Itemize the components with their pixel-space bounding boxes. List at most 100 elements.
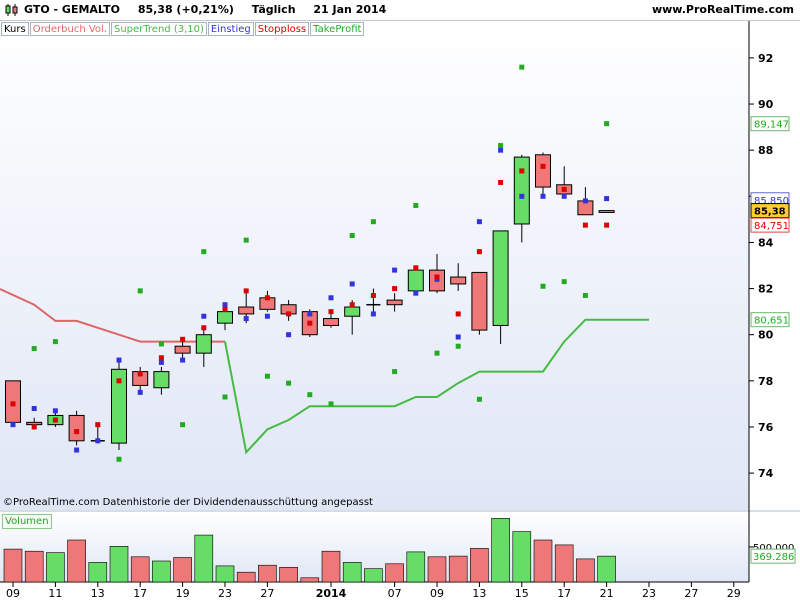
- stopploss-dot: [201, 325, 207, 331]
- signal-dots: [10, 64, 610, 462]
- takeprofit-dot: [434, 350, 440, 356]
- volume-bar: [554, 544, 574, 583]
- einstieg-dot: [540, 193, 546, 199]
- x-tick-label: 29: [727, 587, 741, 600]
- supertrend-tag: 80,651: [754, 316, 789, 327]
- legend-supertrend[interactable]: SuperTrend (3,10): [110, 22, 207, 36]
- volume-bar: [88, 562, 108, 583]
- legend-takeprofit[interactable]: TakeProfit: [310, 22, 365, 36]
- einstieg-dot: [158, 359, 164, 365]
- takeprofit-dot: [31, 346, 37, 352]
- stopploss-dot: [95, 422, 101, 428]
- title-bar: GTO - GEMALTO 85,38 (+0,21%) Täglich 21 …: [0, 0, 800, 21]
- einstieg-dot: [243, 316, 249, 322]
- einstieg-dot: [222, 302, 228, 308]
- takeprofit-dot: [349, 233, 355, 239]
- volume-value-tag: 369.286: [753, 552, 794, 563]
- supertrend-tag-box: [750, 312, 790, 328]
- takeprofit-dot: [243, 237, 249, 243]
- volume-bar: [67, 539, 86, 583]
- x-tick-label: 11: [48, 587, 62, 600]
- takeprofit-dot: [455, 343, 461, 349]
- y-tick-label: 90: [758, 98, 774, 111]
- einstieg-dot: [582, 198, 588, 204]
- current-price-tag-box: [750, 203, 790, 219]
- takeprofit-tag: 89,147: [754, 120, 789, 131]
- y-tick-label: 80: [758, 329, 774, 342]
- candlestick-icon: [5, 4, 18, 16]
- x-tick-label: 21: [600, 587, 614, 600]
- y-tick-label: 88: [758, 144, 773, 157]
- einstieg-dot: [413, 290, 419, 296]
- einstieg-dot: [31, 406, 37, 412]
- volume-label[interactable]: Volumen: [2, 514, 52, 529]
- candle: [535, 152, 551, 197]
- candle: [195, 325, 212, 367]
- legend-orderbuch[interactable]: Orderbuch Vol.: [29, 22, 110, 36]
- stopploss-dot: [349, 302, 355, 308]
- stopploss-dot: [264, 295, 270, 301]
- x-tick-label: 09: [430, 587, 444, 600]
- date: 21 Jan 2014: [313, 3, 387, 16]
- volume-bar: [24, 550, 44, 583]
- einstieg-dot: [180, 357, 186, 363]
- stopploss-dot: [328, 309, 334, 315]
- y-axis: 74767880828486889092500.000: [749, 52, 794, 554]
- candle: [68, 410, 85, 446]
- stopploss-dot: [392, 286, 398, 292]
- x-tick-label: 17: [557, 587, 571, 600]
- takeprofit-dot: [286, 380, 292, 386]
- stopploss-dot: [307, 320, 313, 326]
- supertrend-series: [0, 288, 649, 455]
- stopploss-dot: [52, 417, 58, 423]
- legend-einstieg[interactable]: Einstieg: [207, 22, 254, 36]
- stopploss-dot: [434, 274, 440, 280]
- einstieg-dot: [137, 389, 143, 395]
- stopploss-dot: [498, 179, 504, 185]
- takeprofit-dot: [328, 401, 334, 407]
- volume-bar: [448, 555, 468, 583]
- stopploss-dot: [286, 311, 292, 317]
- symbol-name: GTO - GEMALTO: [24, 3, 120, 16]
- takeprofit-dot: [561, 279, 567, 285]
- stopploss-dot: [137, 371, 143, 377]
- takeprofit-dot: [158, 341, 164, 347]
- legend-stopploss[interactable]: Stopploss: [254, 22, 310, 36]
- x-axis: 09 11 13 17 19 23 27 2014 07 09 13 15 17 21 23 27 29: [6, 582, 741, 600]
- volume-value-box: [750, 548, 796, 564]
- takeprofit-dot: [498, 143, 504, 149]
- volume-bar: [597, 555, 616, 583]
- einstieg-dot: [328, 295, 334, 301]
- stopploss-dot: [519, 168, 525, 174]
- volume-bar: [491, 517, 510, 583]
- stopploss-dot: [180, 336, 186, 342]
- stopploss-dot: [370, 292, 376, 298]
- volume-bar: [427, 556, 447, 583]
- einstieg-dot: [201, 313, 207, 319]
- takeprofit-dot: [519, 64, 525, 70]
- supertrend-bull-line: [224, 318, 649, 455]
- copyright-note: ©ProRealTime.com Datenhistorie der Divid…: [3, 497, 373, 508]
- takeprofit-dot: [476, 396, 482, 402]
- einstieg-dot: [307, 311, 313, 317]
- takeprofit-dot: [604, 121, 610, 127]
- x-tick-label: 23: [642, 587, 656, 600]
- takeprofit-dot: [180, 422, 186, 428]
- stopploss-dot: [561, 186, 567, 192]
- x-tick-label: 13: [91, 587, 105, 600]
- einstieg-dot: [604, 196, 610, 202]
- volume-series: [3, 517, 616, 583]
- volume-bar: [279, 566, 298, 583]
- legend-kurs[interactable]: Kurs: [1, 22, 29, 36]
- takeprofit-dot: [222, 394, 228, 400]
- site-url[interactable]: www.ProRealTime.com: [651, 3, 794, 16]
- x-tick-label: 19: [176, 587, 190, 600]
- takeprofit-dot: [201, 249, 207, 255]
- takeprofit-dot: [307, 392, 313, 398]
- volume-bar: [321, 550, 341, 583]
- volume-bar: [3, 548, 23, 583]
- volume-bar: [215, 565, 235, 583]
- volume-bar: [258, 564, 277, 583]
